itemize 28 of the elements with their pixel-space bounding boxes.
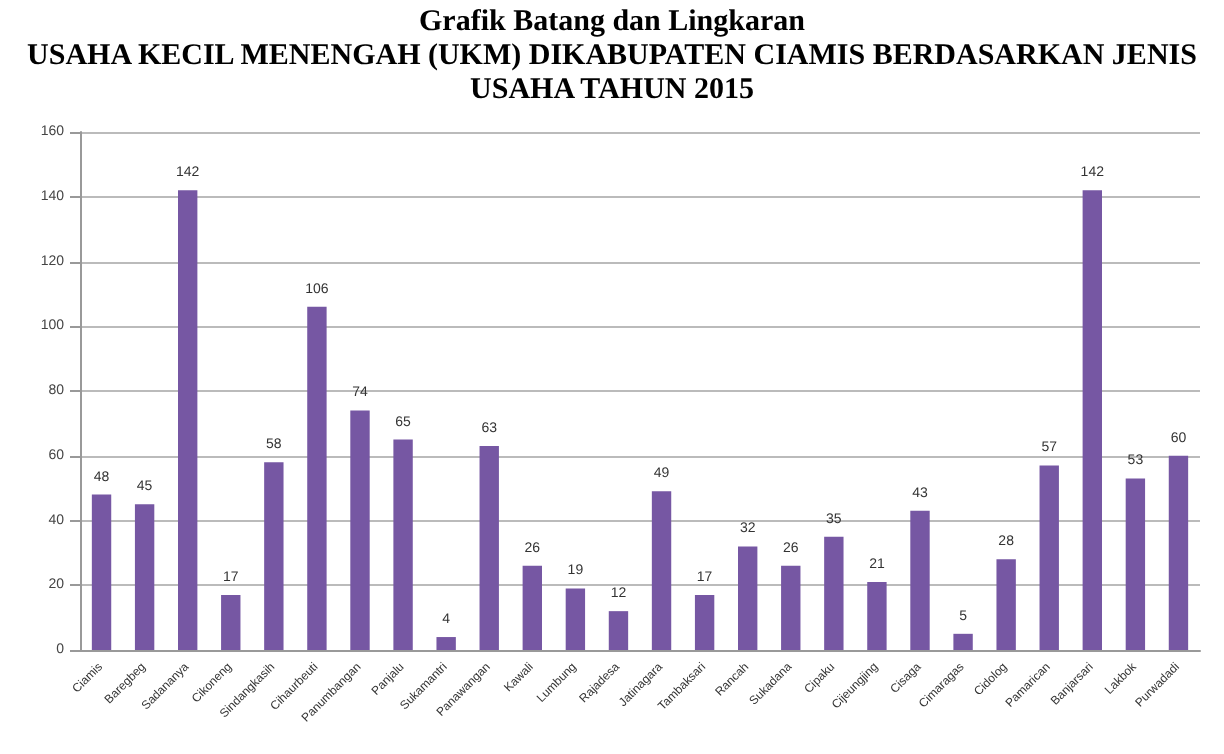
bar: [738, 546, 758, 650]
bar: [221, 594, 241, 650]
bar: [781, 565, 801, 650]
bar: [522, 565, 542, 650]
bar: [910, 510, 930, 650]
bar: [1082, 190, 1102, 650]
bar: [565, 588, 586, 650]
bar: [393, 439, 413, 650]
chart-title: Grafik Batang dan Lingkaran: [417, 6, 807, 40]
bar: [651, 491, 672, 650]
bar: [694, 594, 715, 650]
bar: [996, 559, 1016, 650]
bar: [867, 582, 887, 650]
bar: [1168, 455, 1189, 650]
bar: [91, 494, 112, 650]
bar: [178, 190, 198, 650]
bar: [479, 446, 499, 650]
bar: [307, 306, 327, 650]
bar: [608, 611, 629, 650]
bar: [824, 536, 844, 650]
bar: [953, 633, 973, 650]
chart-subtitle: USAHA KECIL MENENGAH (UKM) DIKABUPATEN CIAMIS BERDASARKAN JENIS USAHA TAHUN 2015: [25, 40, 1199, 108]
bar: [350, 410, 370, 650]
bar: [1125, 478, 1146, 650]
bar: [264, 462, 284, 650]
bar: [1039, 465, 1059, 650]
bar: [436, 637, 456, 650]
bar: [134, 504, 155, 650]
